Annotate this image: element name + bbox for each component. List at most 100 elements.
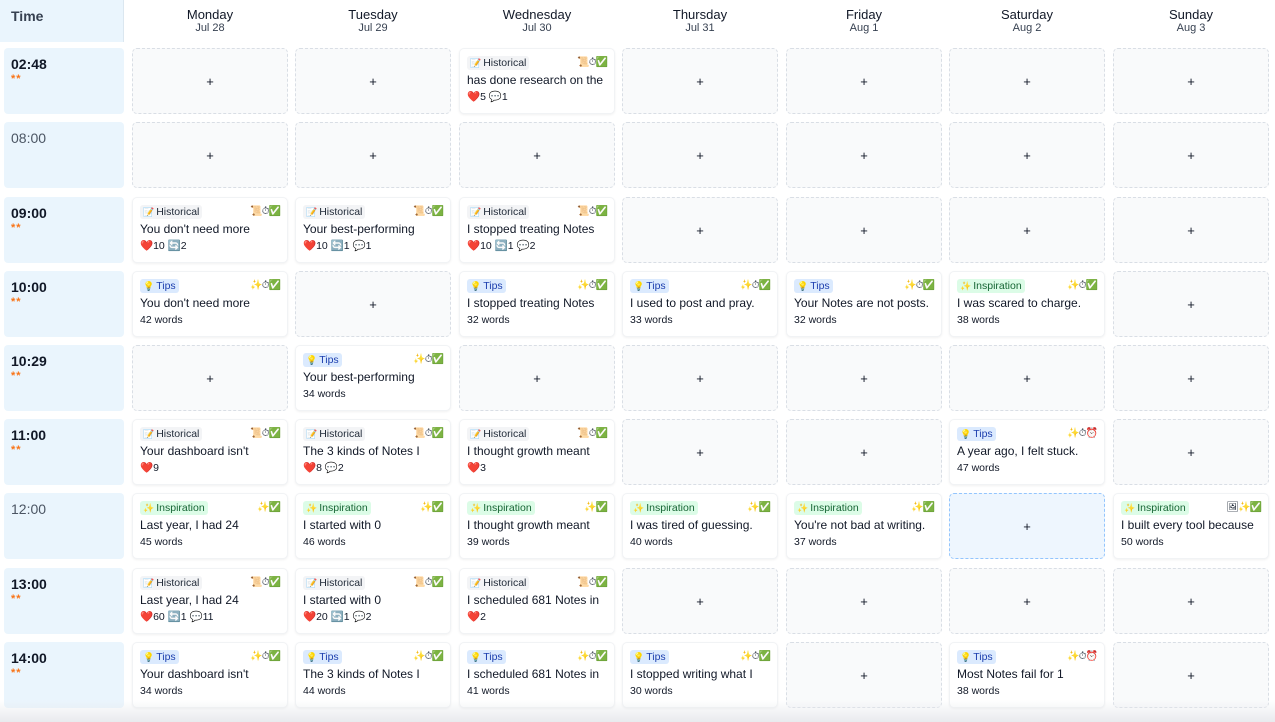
add-post-slot[interactable]: +: [132, 122, 288, 188]
scheduled-post-card[interactable]: 📝 Historical 📜⏱✅ I stopped treating Notes ❤️…: [459, 197, 615, 263]
add-post-slot[interactable]: +: [1113, 48, 1269, 114]
scheduled-post-card[interactable]: 💡 Tips ✨⏱✅ You don't need more 42 words: [132, 271, 288, 337]
scheduled-post-card[interactable]: ✨ Inspiration ✨✅ I was tired of guessing. 40…: [622, 493, 778, 559]
post-status-icons: 📜⏱✅: [413, 206, 444, 217]
post-category-tag: 💡 Tips: [467, 649, 506, 664]
category-icon: 💡: [470, 280, 482, 291]
add-post-slot[interactable]: +: [459, 122, 615, 188]
category-icon: ✨: [470, 502, 482, 513]
add-post-slot[interactable]: +: [786, 568, 942, 634]
add-post-slot[interactable]: +: [1113, 642, 1269, 708]
scheduled-post-card[interactable]: 💡 Tips ✨⏱✅ I used to post and pray. 33 words: [622, 271, 778, 337]
day-header-thursday: Thursday Jul 31: [622, 0, 778, 42]
day-header-sunday: Sunday Aug 3: [1113, 0, 1269, 42]
scheduled-post-card[interactable]: ✨ Inspiration 🖼✨✅ I built every tool becaus…: [1113, 493, 1269, 559]
scheduled-post-card[interactable]: 📝 Historical 📜⏱✅ I scheduled 681 Notes in ❤️…: [459, 568, 615, 634]
add-post-slot[interactable]: +: [1113, 271, 1269, 337]
add-post-slot[interactable]: +: [949, 568, 1105, 634]
post-category-tag: 📝 Historical: [303, 575, 366, 590]
post-category-tag: 💡 Tips: [957, 426, 996, 441]
post-card-header: 💡 Tips ✨⏱⏰: [957, 426, 1098, 441]
add-post-slot[interactable]: +: [295, 271, 451, 337]
post-metadata: ❤️5 💬1: [467, 91, 508, 103]
post-category-tag: 📝 Historical: [467, 55, 530, 70]
category-label: Inspiration: [319, 501, 368, 514]
post-card-header: 📝 Historical 📜⏱✅: [140, 204, 281, 219]
scheduled-post-card[interactable]: ✨ Inspiration ✨⏱✅ I was scared to charge. 38…: [949, 271, 1105, 337]
scheduled-post-card[interactable]: 💡 Tips ✨⏱✅ I scheduled 681 Notes in 41 words: [459, 642, 615, 708]
calendar-header: Time Monday Jul 28 Tuesday Jul 29 Wednesday J…: [0, 0, 1275, 42]
category-label: Historical: [483, 56, 527, 69]
category-icon: 💡: [306, 651, 318, 662]
add-post-slot[interactable]: +: [949, 493, 1105, 559]
post-metadata: ❤️10 🔄1 💬2: [467, 240, 536, 252]
add-post-slot[interactable]: +: [949, 345, 1105, 411]
scheduled-post-card[interactable]: ✨ Inspiration ✨✅ I started with 0 46 words: [295, 493, 451, 559]
scheduled-post-card[interactable]: 📝 Historical 📜⏱✅ The 3 kinds of Notes I ❤️8 …: [295, 419, 451, 485]
add-post-slot[interactable]: +: [622, 197, 778, 263]
add-post-slot[interactable]: +: [622, 345, 778, 411]
add-post-slot[interactable]: +: [295, 122, 451, 188]
add-post-slot[interactable]: +: [459, 345, 615, 411]
add-post-slot[interactable]: +: [949, 197, 1105, 263]
category-icon: 💡: [470, 651, 482, 662]
scheduled-post-card[interactable]: 📝 Historical 📜⏱✅ Last year, I had 24 ❤️60 🔄1…: [132, 568, 288, 634]
post-status-icons: ✨⏱✅: [1067, 280, 1098, 291]
best-time-indicator: **: [11, 222, 22, 234]
add-post-slot[interactable]: +: [622, 122, 778, 188]
time-slot-label: 13:00 **: [4, 568, 124, 634]
add-post-slot[interactable]: +: [786, 345, 942, 411]
scheduled-post-card[interactable]: ✨ Inspiration ✨✅ You're not bad at writing.…: [786, 493, 942, 559]
time-slot-label: 14:00 **: [4, 642, 124, 708]
add-post-slot[interactable]: +: [1113, 345, 1269, 411]
category-label: Historical: [319, 576, 363, 589]
add-post-slot[interactable]: +: [786, 197, 942, 263]
scheduled-post-card[interactable]: 📝 Historical 📜⏱✅ has done research on the ❤️…: [459, 48, 615, 114]
scheduled-post-card[interactable]: 💡 Tips ✨⏱⏰ Most Notes fail for 1 38 words: [949, 642, 1105, 708]
add-post-slot[interactable]: +: [132, 345, 288, 411]
scheduled-post-card[interactable]: 📝 Historical 📜⏱✅ Your best-performing ❤️10 🔄…: [295, 197, 451, 263]
add-post-slot[interactable]: +: [622, 48, 778, 114]
post-preview-text: Your Notes are not posts.: [794, 296, 929, 310]
time-slot-time: 11:00: [11, 427, 47, 443]
scheduled-post-card[interactable]: 📝 Historical 📜⏱✅ I thought growth meant ❤️3: [459, 419, 615, 485]
category-label: Tips: [973, 650, 993, 663]
scheduled-post-card[interactable]: 💡 Tips ✨⏱✅ Your best-performing 34 words: [295, 345, 451, 411]
scheduled-post-card[interactable]: 💡 Tips ✨⏱⏰ A year ago, I felt stuck. 47 word…: [949, 419, 1105, 485]
add-post-slot[interactable]: +: [1113, 197, 1269, 263]
scheduled-post-card[interactable]: ✨ Inspiration ✨✅ Last year, I had 24 45 word…: [132, 493, 288, 559]
best-time-indicator: **: [11, 73, 22, 85]
scheduled-post-card[interactable]: 📝 Historical 📜⏱✅ I started with 0 ❤️20 🔄1 💬2: [295, 568, 451, 634]
post-status-icons: ✨✅: [584, 502, 608, 513]
scheduled-post-card[interactable]: ✨ Inspiration ✨✅ I thought growth meant 39 w…: [459, 493, 615, 559]
add-post-slot[interactable]: +: [786, 642, 942, 708]
post-metadata: 44 words: [303, 685, 346, 697]
best-time-indicator: **: [11, 667, 22, 679]
add-post-slot[interactable]: +: [786, 122, 942, 188]
add-post-slot[interactable]: +: [786, 48, 942, 114]
add-post-slot[interactable]: +: [949, 122, 1105, 188]
post-card-header: 💡 Tips ✨⏱✅: [303, 649, 444, 664]
scheduled-post-card[interactable]: 📝 Historical 📜⏱✅ You don't need more ❤️10 🔄2: [132, 197, 288, 263]
add-post-slot[interactable]: +: [295, 48, 451, 114]
add-post-slot[interactable]: +: [1113, 419, 1269, 485]
post-metadata: 50 words: [1121, 536, 1164, 548]
add-post-slot[interactable]: +: [622, 568, 778, 634]
add-post-slot[interactable]: +: [1113, 122, 1269, 188]
add-post-slot[interactable]: +: [786, 419, 942, 485]
scheduled-post-card[interactable]: 💡 Tips ✨⏱✅ I stopped writing what I 30 words: [622, 642, 778, 708]
scheduled-post-card[interactable]: 💡 Tips ✨⏱✅ The 3 kinds of Notes I 44 words: [295, 642, 451, 708]
post-status-icons: ✨⏱⏰: [1067, 428, 1098, 439]
day-name: Tuesday: [348, 7, 398, 22]
add-post-slot[interactable]: +: [132, 48, 288, 114]
post-status-icons: ✨✅: [257, 502, 281, 513]
scheduled-post-card[interactable]: 📝 Historical 📜⏱✅ Your dashboard isn't ❤️9: [132, 419, 288, 485]
add-post-slot[interactable]: +: [949, 48, 1105, 114]
scheduled-post-card[interactable]: 💡 Tips ✨⏱✅ Your dashboard isn't 34 words: [132, 642, 288, 708]
scheduled-post-card[interactable]: 💡 Tips ✨⏱✅ Your Notes are not posts. 32 word…: [786, 271, 942, 337]
add-post-slot[interactable]: +: [1113, 568, 1269, 634]
add-post-slot[interactable]: +: [622, 419, 778, 485]
scheduled-post-card[interactable]: 💡 Tips ✨⏱✅ I stopped treating Notes 32 words: [459, 271, 615, 337]
category-label: Historical: [483, 576, 527, 589]
category-icon: 📝: [306, 577, 318, 588]
